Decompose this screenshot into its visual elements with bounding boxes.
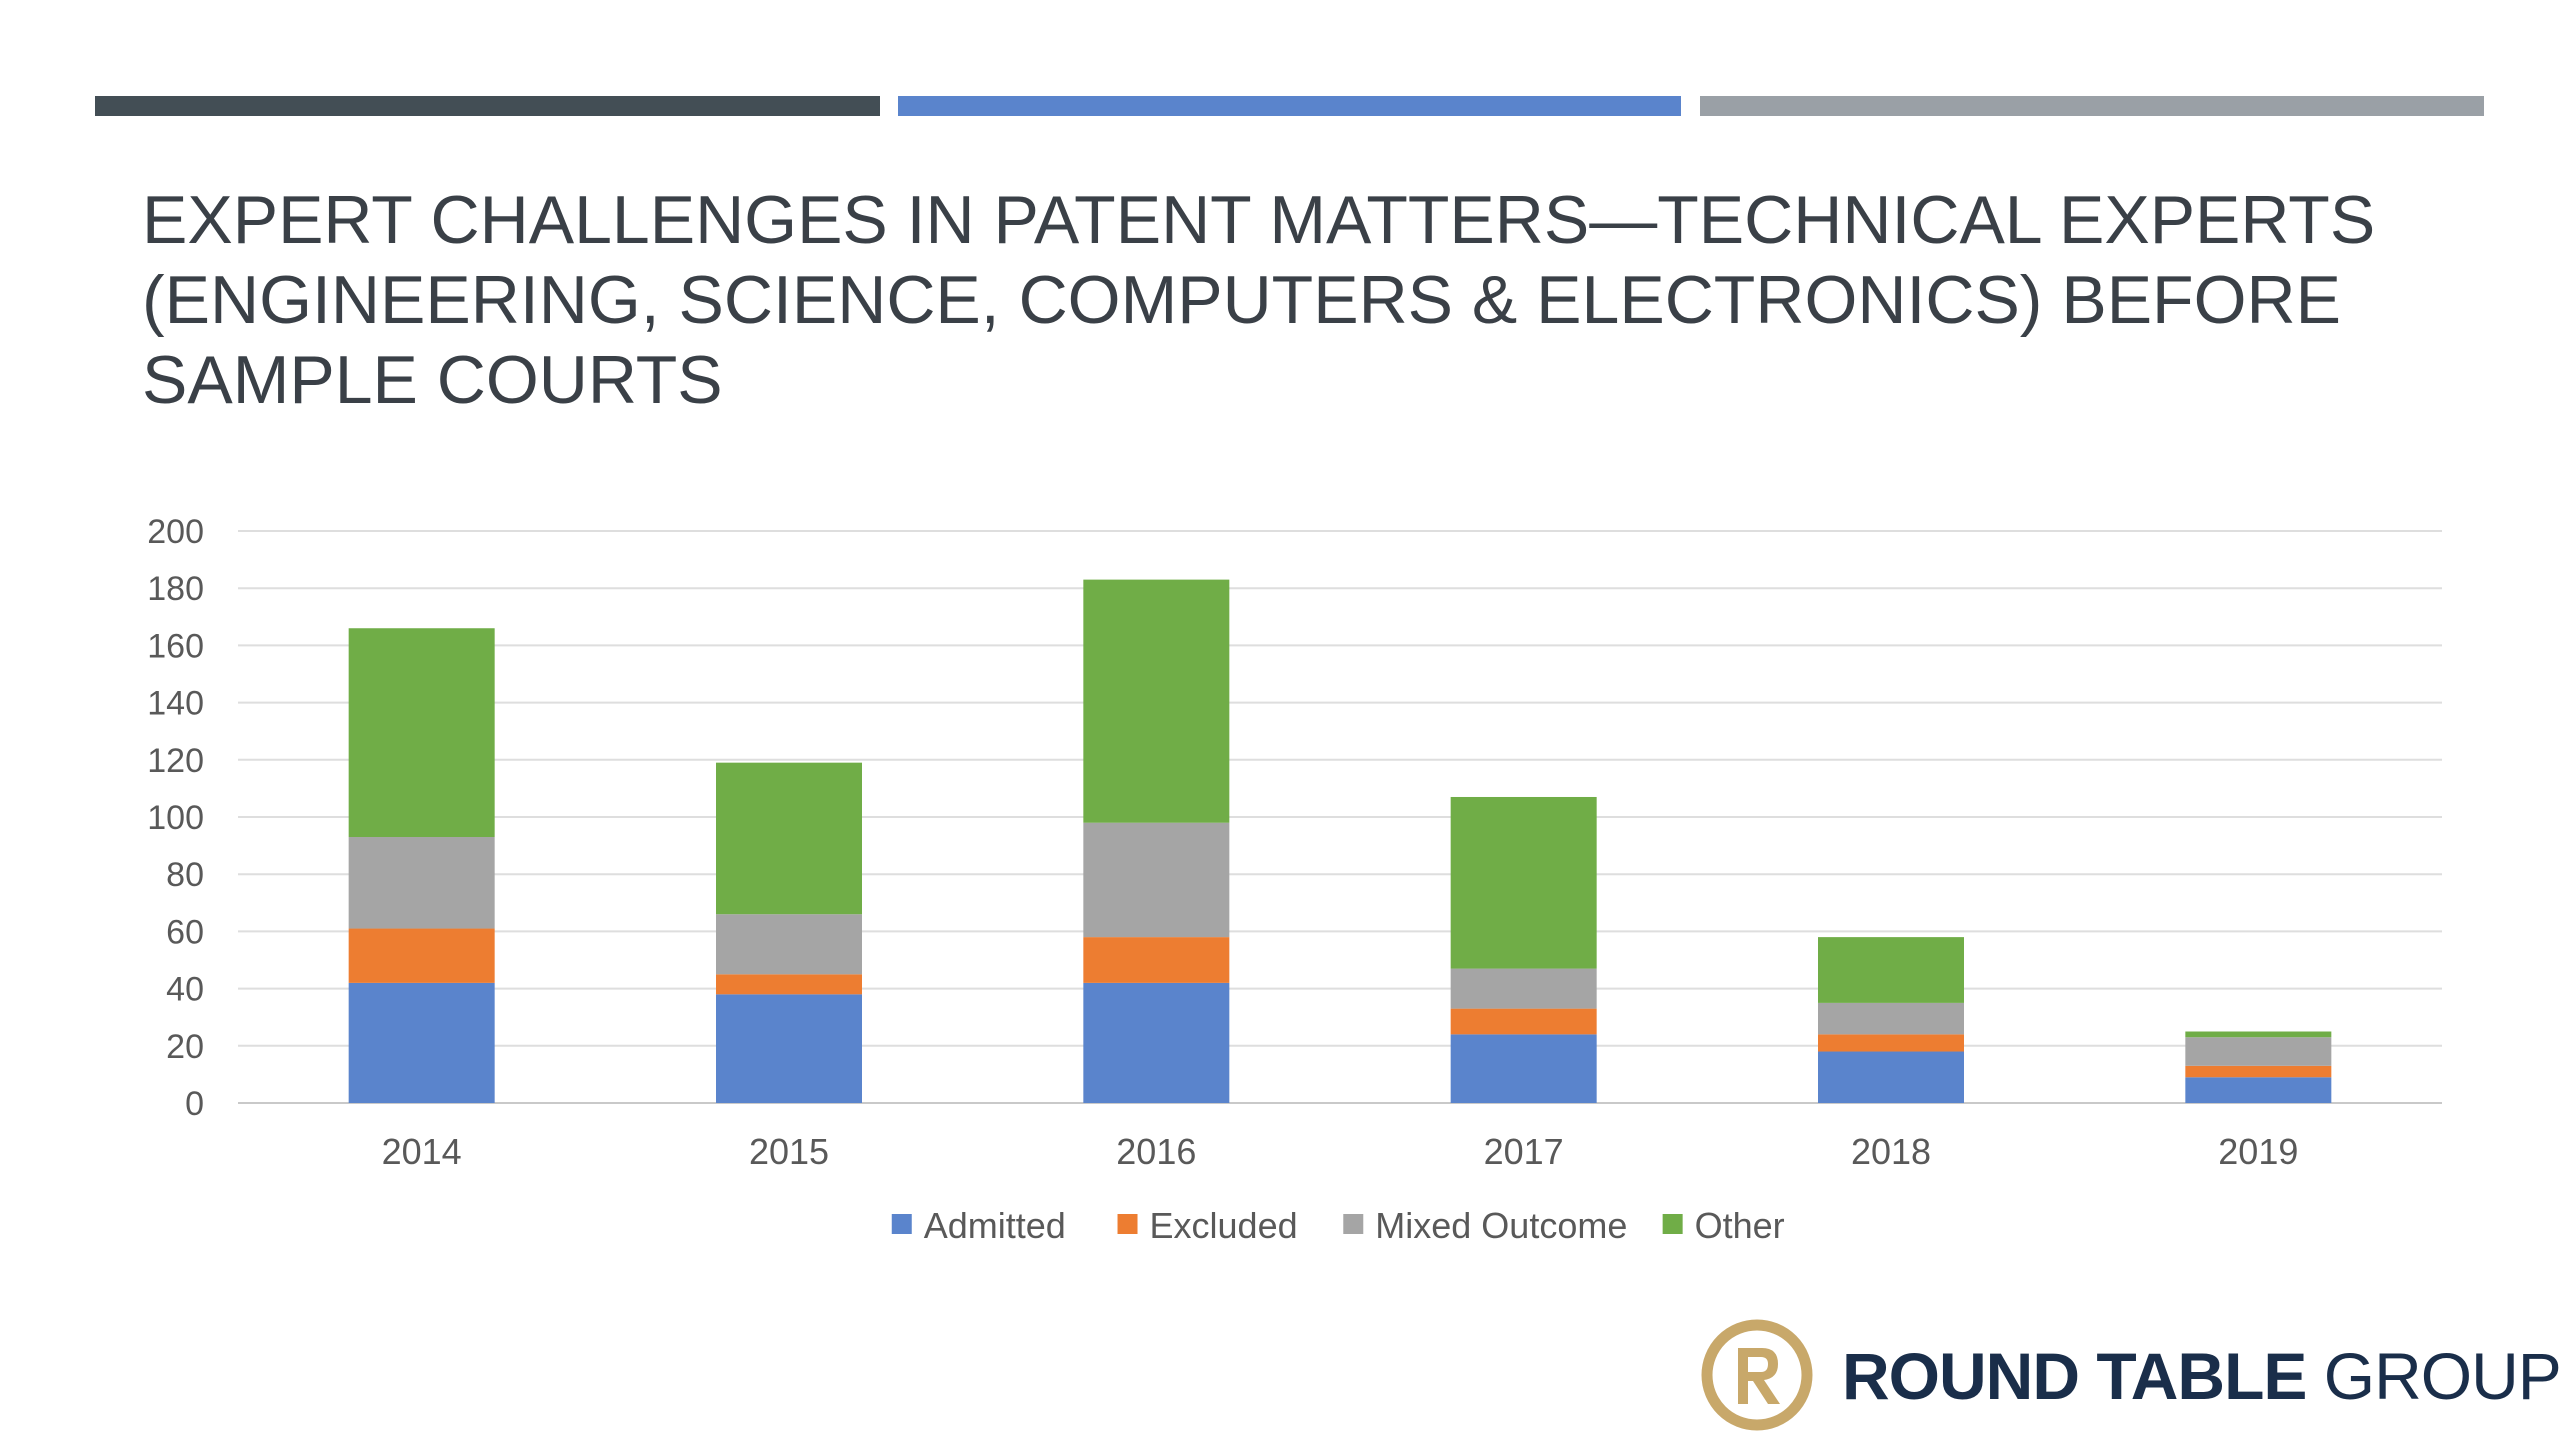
bar-segment [2185, 1065, 2332, 1078]
top-accent-bar-gray [1700, 96, 2484, 116]
bar-segment [2185, 1077, 2332, 1103]
logo-text-light: GROUP [2323, 1339, 2560, 1413]
bar-segment [2185, 1031, 2332, 1038]
y-tick-label: 200 [147, 513, 204, 551]
slide-title: EXPERT CHALLENGES IN PATENT MATTERS—TECH… [142, 182, 2376, 418]
bar-segment [716, 994, 862, 1103]
logo-wordmark: ROUND TABLE GROUP [1842, 1340, 2560, 1412]
top-accent-bar-dark [95, 96, 880, 116]
bar-segment [716, 762, 862, 915]
legend-label: Other [1695, 1205, 1785, 1246]
y-tick-label: 140 [147, 685, 204, 723]
bar-segment [348, 928, 495, 983]
bar-segment [1083, 822, 1230, 938]
y-tick-label: 80 [166, 856, 204, 894]
bar-segment [1818, 937, 1964, 1003]
bar-segment [348, 837, 495, 929]
x-tick-label: 2017 [1484, 1131, 1564, 1172]
logo-text-bold: ROUND TABLE [1842, 1339, 2307, 1413]
legend-label: Admitted [924, 1205, 1066, 1246]
x-tick-label: 2015 [749, 1131, 829, 1172]
y-tick-label: 20 [166, 1028, 204, 1066]
bar-segment [2185, 1037, 2332, 1066]
chart-legend: Admitted Excluded Mixed Outcome Other [891, 1205, 1785, 1246]
bar-segment [1450, 968, 1597, 1009]
bar-segment [1818, 1002, 1964, 1035]
y-axis-tick-labels: 0 20 40 60 80 100 120 140 160 180 200 [147, 513, 204, 1123]
legend-label: Excluded [1150, 1205, 1298, 1246]
y-tick-label: 120 [147, 742, 204, 780]
bar-segment [1818, 1051, 1964, 1103]
chart-gridlines [238, 530, 2442, 1104]
legend-swatch [1662, 1214, 1683, 1234]
legend-swatch [891, 1214, 912, 1234]
round-table-r-icon [1701, 1319, 1813, 1431]
x-tick-label: 2014 [382, 1131, 462, 1172]
bar-segment [348, 982, 495, 1103]
bar-segment [1083, 579, 1230, 823]
x-axis-tick-labels: 2014 2015 2016 2017 2018 2019 [382, 1131, 2299, 1172]
x-tick-label: 2018 [1851, 1131, 1931, 1172]
y-tick-label: 0 [185, 1085, 204, 1123]
legend-swatch [1117, 1214, 1138, 1234]
bar-segment [716, 914, 862, 975]
x-tick-label: 2019 [2218, 1131, 2298, 1172]
top-accent-bar-blue [898, 96, 1681, 116]
legend-label: Mixed Outcome [1375, 1205, 1627, 1246]
bar-segment [1083, 937, 1230, 983]
y-tick-label: 40 [166, 971, 204, 1009]
round-table-group-logo: ROUND TABLE GROUP [1700, 1318, 2560, 1434]
bar-segment [348, 628, 495, 838]
bar-segment [716, 974, 862, 995]
y-tick-label: 100 [147, 799, 204, 837]
y-tick-label: 180 [147, 570, 204, 608]
bar-segment [1818, 1034, 1964, 1052]
y-tick-label: 160 [147, 627, 204, 665]
legend-swatch [1343, 1214, 1364, 1234]
bar-segment [1450, 1034, 1597, 1103]
chart-bars [348, 579, 2332, 1103]
bar-segment [1450, 796, 1597, 969]
bar-segment [1450, 1008, 1597, 1035]
x-tick-label: 2016 [1116, 1131, 1196, 1172]
bar-segment [1083, 982, 1230, 1103]
y-tick-label: 60 [166, 913, 204, 951]
